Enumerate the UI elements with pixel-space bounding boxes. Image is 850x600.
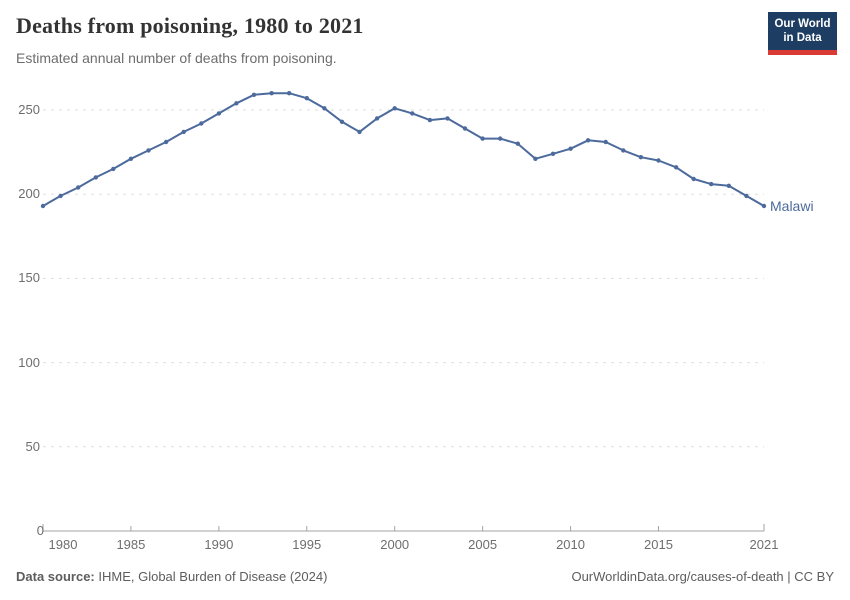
x-tick-label-1995: 1995 (292, 537, 322, 552)
data-point-1995[interactable] (304, 96, 309, 101)
data-point-2009[interactable] (550, 151, 556, 156)
citation-link[interactable]: OurWorldinData.org/causes-of-death | CC … (571, 569, 834, 584)
chart-subtitle: Estimated annual number of deaths from p… (16, 50, 337, 66)
data-point-2018[interactable] (709, 181, 714, 187)
page-title: Deaths from poisoning, 1980 to 2021 (16, 13, 364, 38)
data-point-2006[interactable] (498, 136, 503, 141)
y-tick-label-50: 50 (25, 438, 40, 454)
series-line-malawi (42, 92, 765, 207)
owid-logo-line1: Our World (774, 18, 831, 30)
data-point-2021[interactable] (761, 203, 767, 209)
entity-label-malawi[interactable]: Malawi (770, 197, 814, 214)
x-tick-label-1990: 1990 (204, 537, 234, 552)
data-point-1984[interactable] (111, 166, 116, 172)
data-point-2004[interactable] (462, 126, 468, 131)
data-point-1982[interactable] (76, 185, 81, 190)
data-point-2012[interactable] (603, 139, 608, 145)
data-source-label: Data source: (16, 569, 95, 584)
data-point-1991[interactable] (234, 101, 239, 106)
data-point-1999[interactable] (374, 116, 380, 121)
data-point-2014[interactable] (638, 155, 644, 160)
y-tick-label-200: 200 (18, 186, 40, 202)
y-tick-label-150: 150 (18, 270, 40, 286)
data-point-2010[interactable] (568, 146, 573, 151)
data-point-2007[interactable] (515, 141, 520, 146)
data-point-1985[interactable] (128, 156, 134, 161)
data-point-1980[interactable] (40, 203, 46, 209)
x-tick-label-2005: 2005 (468, 537, 498, 552)
data-point-1990[interactable] (216, 111, 222, 116)
x-tick-label-2000: 2000 (380, 537, 410, 552)
x-tick-label-2015: 2015 (644, 537, 673, 552)
data-point-1998[interactable] (357, 129, 362, 135)
data-point-1989[interactable] (199, 121, 204, 126)
owid-logo-line2: in Data (783, 32, 822, 45)
data-point-2015[interactable] (656, 158, 661, 163)
data-point-2000[interactable] (392, 106, 397, 111)
y-tick-label-100: 100 (18, 354, 40, 370)
y-tick-label-250: 250 (18, 102, 40, 117)
data-point-2008[interactable] (533, 156, 538, 161)
data-point-1981[interactable] (58, 193, 63, 199)
data-point-1992[interactable] (251, 92, 257, 98)
data-point-2013[interactable] (621, 148, 626, 153)
x-tick-label-2010: 2010 (556, 537, 585, 552)
data-point-2020[interactable] (744, 193, 749, 199)
data-source-text: IHME, Global Burden of Disease (2024) (94, 569, 328, 584)
owid-logo[interactable]: Our World in Data (768, 12, 837, 55)
data-source: Data source: IHME, Global Burden of Dise… (16, 569, 327, 584)
data-point-1988[interactable] (181, 129, 186, 135)
x-tick-label-1980: 1980 (48, 537, 78, 552)
data-point-1996[interactable] (322, 106, 327, 111)
data-point-1997[interactable] (339, 119, 345, 125)
x-tick-label-1985: 1985 (116, 537, 146, 552)
data-point-1987[interactable] (163, 139, 169, 145)
data-point-1993[interactable] (269, 91, 274, 96)
data-point-2001[interactable] (410, 111, 415, 116)
x-tick-label-2021: 2021 (749, 537, 779, 552)
data-point-2016[interactable] (673, 165, 679, 170)
data-point-1983[interactable] (93, 175, 99, 180)
data-point-2002[interactable] (427, 117, 433, 123)
data-point-1994[interactable] (287, 91, 292, 96)
data-point-2019[interactable] (726, 183, 731, 188)
y-tick-label-0: 0 (36, 523, 44, 538)
data-point-2005[interactable] (480, 136, 485, 141)
data-point-2003[interactable] (445, 116, 450, 121)
data-point-2017[interactable] (691, 176, 696, 182)
data-point-1986[interactable] (146, 148, 151, 153)
data-point-2011[interactable] (585, 138, 591, 143)
